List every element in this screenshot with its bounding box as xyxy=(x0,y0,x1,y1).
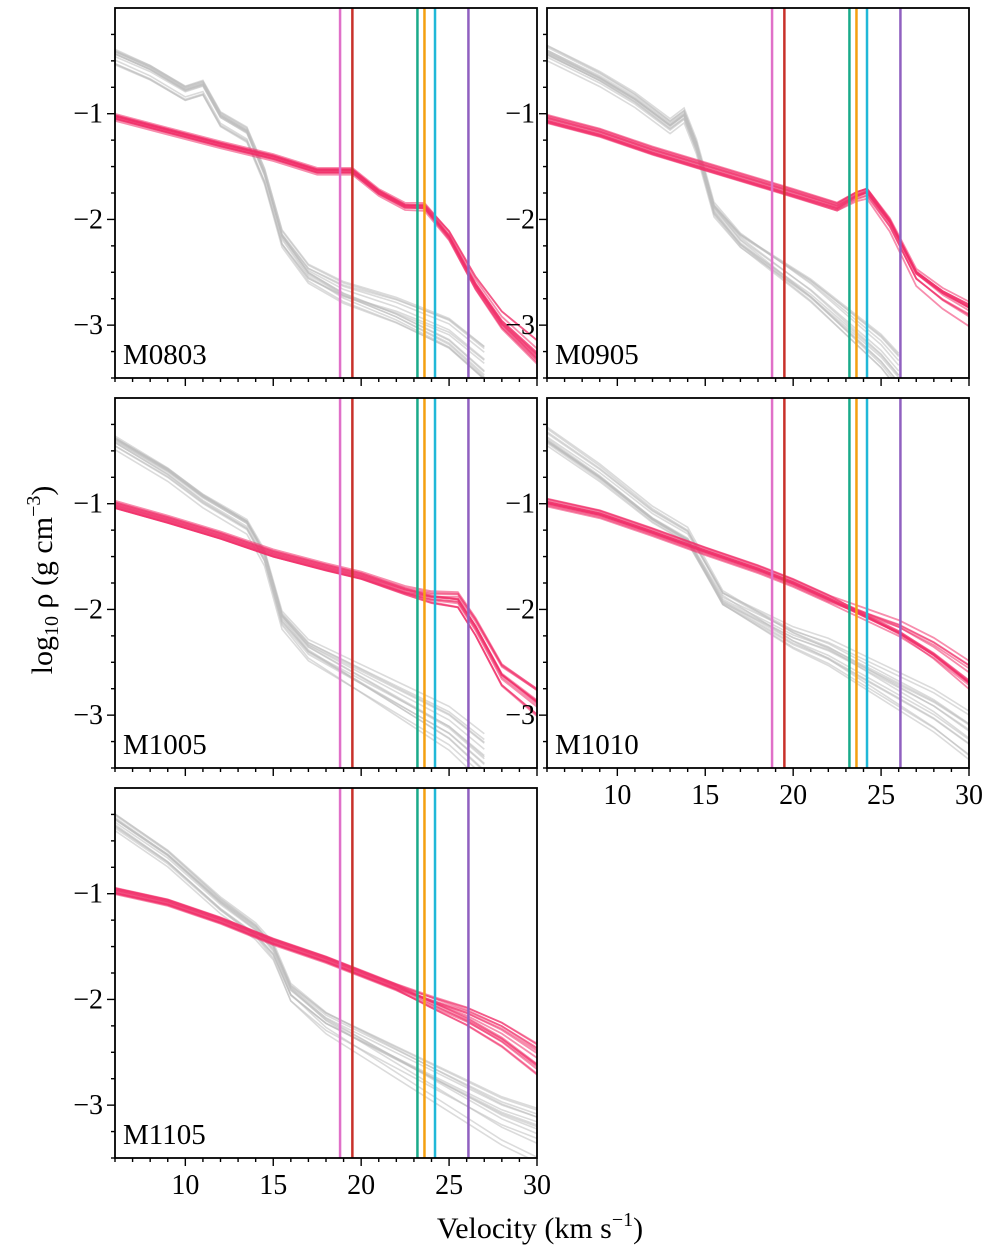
panel-m0905: −1 −2 −3 M0905 xyxy=(505,7,970,386)
panel-label: M1005 xyxy=(123,729,207,761)
x-tick-label: 30 xyxy=(523,1170,551,1201)
pink-density-bundle xyxy=(547,113,969,327)
gray-density-line xyxy=(115,50,485,372)
y-tick-label: −3 xyxy=(73,1090,103,1121)
pink-density-line xyxy=(115,113,537,350)
gray-density-bundle xyxy=(547,426,969,761)
gray-density-line xyxy=(547,442,969,745)
gray-density-line xyxy=(115,449,477,768)
gray-density-line xyxy=(115,445,485,757)
panel-plot-area xyxy=(115,788,537,1158)
y-tick-label: −3 xyxy=(73,700,103,731)
panel-plot-area xyxy=(547,398,969,768)
x-tick-label: 15 xyxy=(691,780,719,811)
y-tick-label: −3 xyxy=(73,310,103,341)
panel-label: M0905 xyxy=(555,339,639,371)
gray-density-line xyxy=(115,827,537,1123)
pink-density-line xyxy=(547,502,969,684)
gray-density-line xyxy=(115,59,484,378)
pink-density-bundle xyxy=(115,113,537,365)
gray-density-line xyxy=(115,821,537,1118)
panel-label: M0803 xyxy=(123,339,207,371)
pink-density-bundle xyxy=(115,499,537,717)
pink-density-line xyxy=(547,503,969,667)
gray-density-line xyxy=(547,53,900,354)
pink-density-line xyxy=(115,887,537,1065)
pink-density-line xyxy=(115,889,537,1070)
panel-m1010: 10 15 20 25 30 −1 −2 −3 M1010 xyxy=(505,397,983,811)
x-tick-label: 20 xyxy=(347,1170,375,1201)
pink-density-line xyxy=(115,118,537,357)
panel-plot-area xyxy=(547,8,969,378)
gray-density-bundle xyxy=(547,44,900,378)
gray-density-line xyxy=(115,816,537,1158)
y-tick-label: −1 xyxy=(73,489,103,520)
y-axis-title: log10 ρ (g cm−3) xyxy=(23,486,63,675)
gray-density-line xyxy=(547,56,900,376)
y-tick-label: −2 xyxy=(505,594,535,625)
panels: −1 −2 −3 M0803 −1 −2 −3 M0905 −1 −2 −3 M1005 10 15 20 2… xyxy=(73,7,983,1201)
y-tick-label: −2 xyxy=(73,984,103,1015)
y-tick-label: −1 xyxy=(73,99,103,130)
gray-density-line xyxy=(547,436,969,712)
pink-density-line xyxy=(115,502,537,703)
gray-density-line xyxy=(115,49,485,348)
x-tick-label: 10 xyxy=(603,780,631,811)
y-tick-label: −1 xyxy=(505,99,535,130)
panel-label: M1105 xyxy=(123,1119,206,1151)
gray-density-line xyxy=(547,432,969,725)
x-tick-label: 10 xyxy=(171,1170,199,1201)
panel-m1105: 10 15 20 25 30 −1 −2 −3 M1105 xyxy=(73,787,551,1201)
pink-density-bundle xyxy=(115,886,537,1076)
pink-density-line xyxy=(547,504,969,670)
pink-density-bundle xyxy=(547,497,969,690)
x-tick-label: 30 xyxy=(955,780,983,811)
gray-density-line xyxy=(547,59,900,378)
y-tick-label: −2 xyxy=(73,594,103,625)
pink-density-line xyxy=(547,120,969,308)
gray-density-line xyxy=(547,427,969,757)
y-tick-label: −1 xyxy=(505,489,535,520)
gray-density-line xyxy=(547,437,969,761)
panel-m1005: −1 −2 −3 M1005 xyxy=(73,397,538,776)
x-tick-label: 15 xyxy=(259,1170,287,1201)
y-tick-label: −2 xyxy=(505,204,535,235)
x-tick-label: 25 xyxy=(867,780,895,811)
y-tick-label: −2 xyxy=(73,204,103,235)
gray-density-bundle xyxy=(115,813,537,1158)
gray-density-bundle xyxy=(115,435,485,768)
gray-density-line xyxy=(115,813,537,1145)
gray-density-bundle xyxy=(115,48,485,378)
x-tick-label: 25 xyxy=(435,1170,463,1201)
panel-label: M1010 xyxy=(555,729,639,761)
pink-density-line xyxy=(547,121,969,327)
gray-density-line xyxy=(115,441,469,768)
x-axis-title: Velocity (km s−1) xyxy=(437,1209,643,1245)
pink-density-line xyxy=(547,497,969,690)
panel-m0803: −1 −2 −3 M0803 xyxy=(73,7,538,386)
pink-density-line xyxy=(115,507,537,716)
panel-plot-area xyxy=(115,398,537,768)
x-tick-label: 20 xyxy=(779,780,807,811)
panel-plot-area xyxy=(115,8,537,378)
y-tick-label: −3 xyxy=(505,700,535,731)
gray-density-line xyxy=(115,52,485,378)
gray-density-line xyxy=(115,818,537,1111)
y-tick-label: −1 xyxy=(73,879,103,910)
y-tick-label: −3 xyxy=(505,310,535,341)
